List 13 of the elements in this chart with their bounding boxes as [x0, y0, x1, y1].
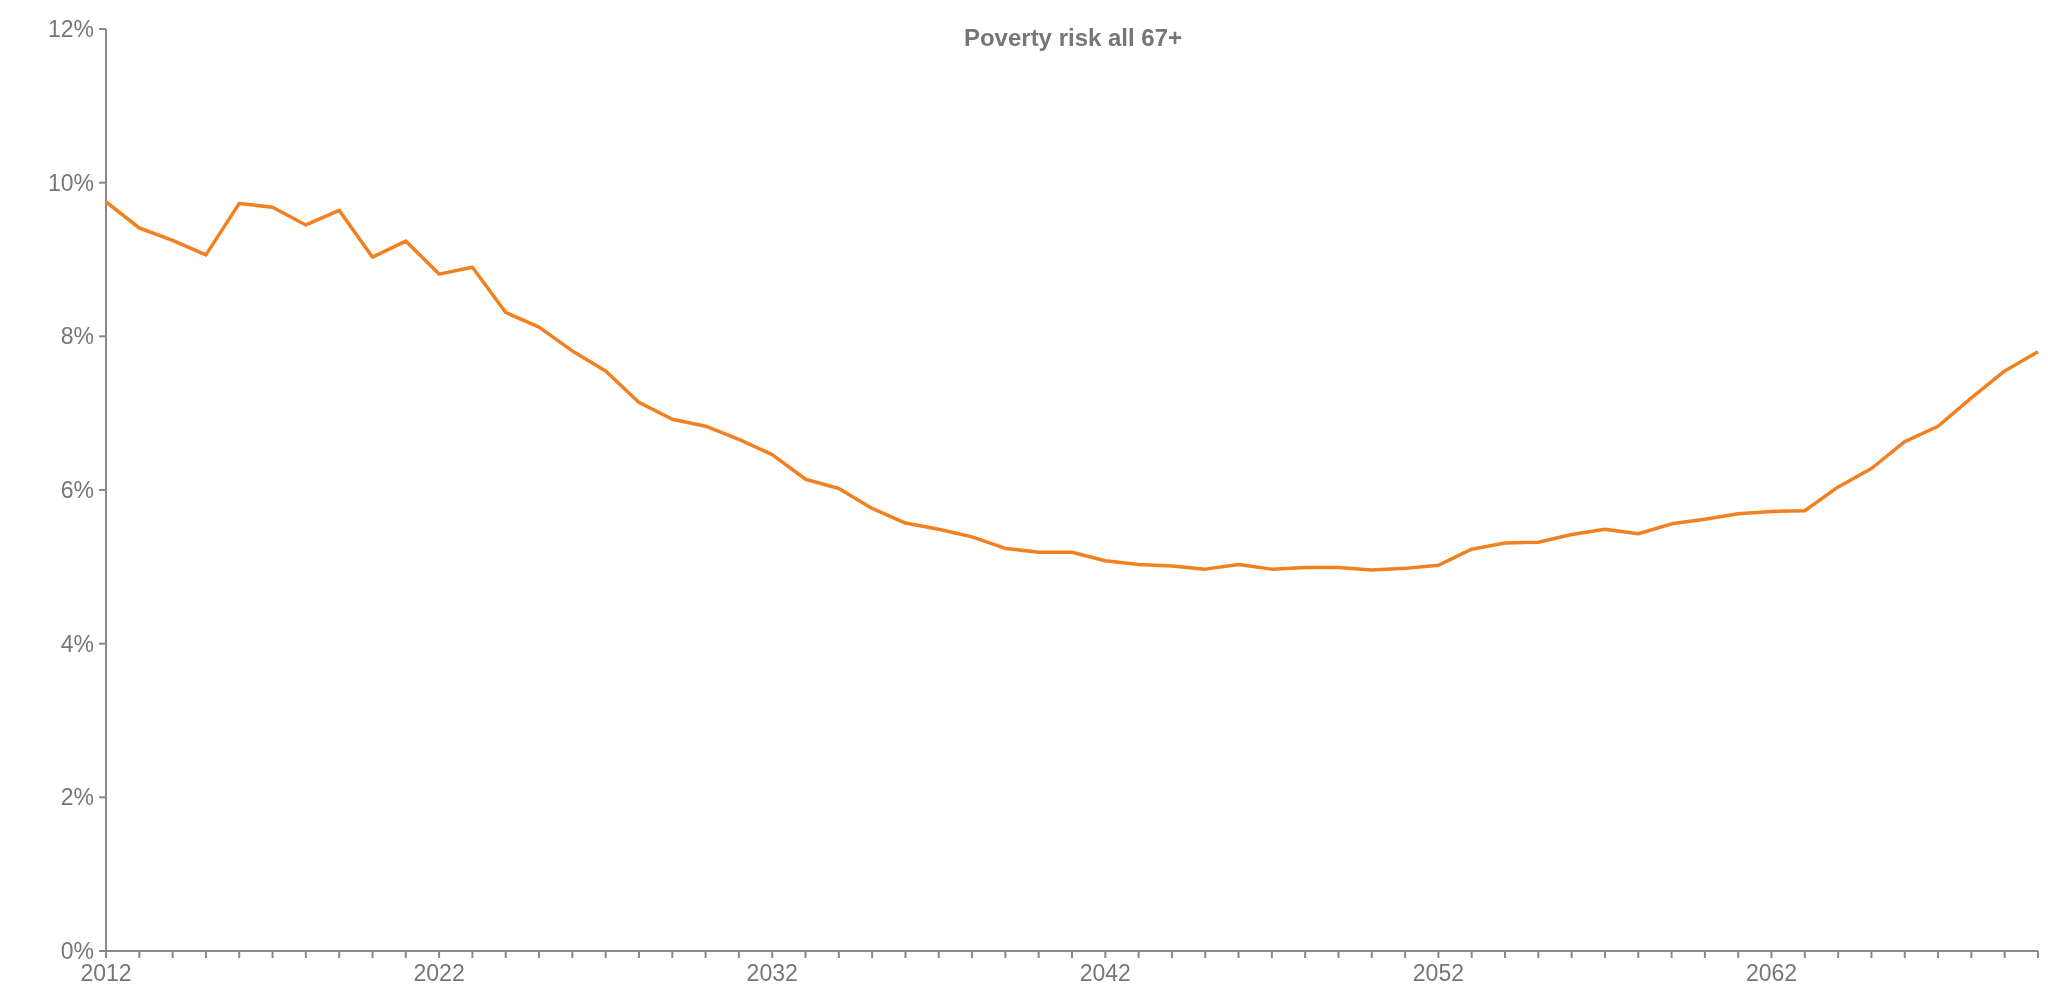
y-tick-label: 4% — [60, 630, 94, 657]
x-tick-label: 2062 — [1745, 960, 1798, 986]
y-tick-label: 10% — [47, 169, 94, 196]
x-tick-label: 2042 — [1079, 960, 1131, 986]
x-tick-label: 2022 — [413, 960, 465, 986]
chart-title: Poverty risk all 67+ — [963, 24, 1183, 51]
y-tick-label: 8% — [60, 323, 94, 350]
line-series — [104, 200, 2040, 572]
y-tick-label: 12% — [47, 16, 94, 43]
y-tick-label: 6% — [60, 477, 94, 504]
x-tick-label: 2032 — [746, 960, 798, 986]
y-tick-label: 2% — [60, 784, 94, 811]
x-tick-label: 2052 — [1412, 960, 1464, 986]
